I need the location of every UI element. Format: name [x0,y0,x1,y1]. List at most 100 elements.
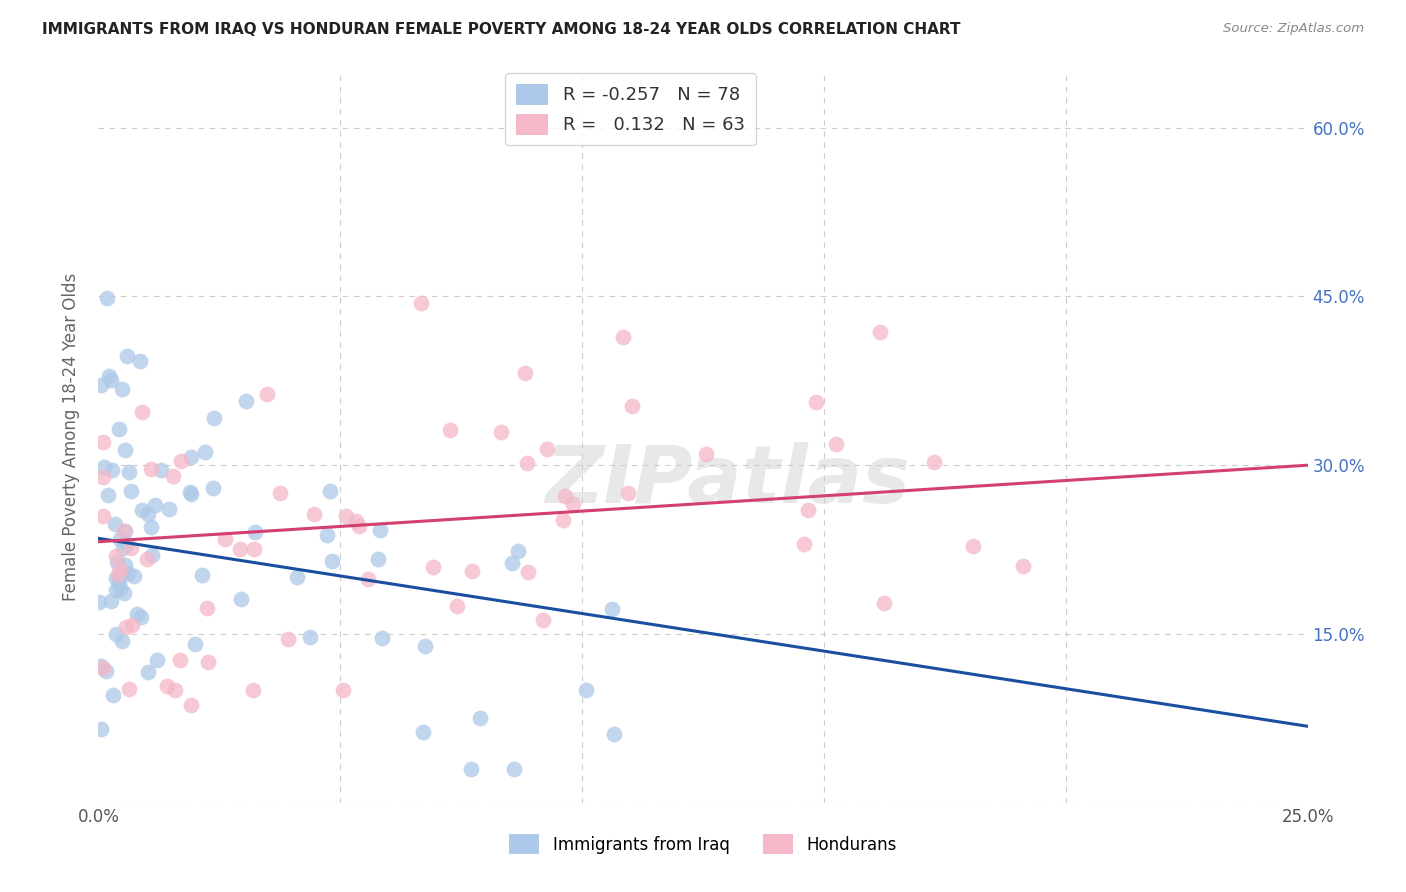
Point [922,455,945,469]
Point [100,594,122,608]
Point [112,585,135,599]
Point [108,562,131,576]
Point [169,653,191,667]
Point [105,626,128,640]
Point [91,434,114,449]
Point [89,595,111,609]
Point [461,564,484,578]
Point [115,349,138,363]
Point [101,688,124,702]
Point [180,698,202,712]
Point [135,552,157,566]
Point [105,555,128,569]
Point [235,394,257,409]
Point [489,425,512,439]
Point [91,509,114,524]
Point [179,485,201,500]
Point [112,524,135,538]
Point [131,502,153,516]
Point [285,570,308,584]
Point [131,405,153,419]
Point [114,442,136,457]
Point [194,445,217,459]
Point [128,354,150,368]
Point [90,722,112,736]
Point [298,630,321,644]
Point [136,507,159,521]
Point [825,437,848,451]
Point [157,502,180,516]
Point [170,454,193,468]
Point [869,325,891,339]
Point [229,592,252,607]
Point [201,481,224,495]
Point [114,524,136,538]
Point [139,462,162,476]
Point [612,330,634,344]
Point [575,683,598,698]
Point [114,558,136,573]
Point [97,488,120,502]
Point [115,620,138,634]
Point [243,525,266,540]
Y-axis label: Female Poverty Among 18-24 Year Olds: Female Poverty Among 18-24 Year Olds [62,273,80,601]
Point [277,632,299,646]
Point [468,710,491,724]
Point [412,724,434,739]
Point [319,483,342,498]
Point [105,571,128,585]
Point [91,470,114,484]
Point [139,520,162,534]
Point [191,568,214,582]
Point [97,369,120,384]
Point [409,295,432,310]
Point [146,653,169,667]
Point [506,543,529,558]
Point [446,599,468,614]
Point [111,633,134,648]
Point [501,556,523,570]
Point [115,537,138,551]
Point [621,399,644,413]
Point [108,533,131,547]
Point [603,727,626,741]
Point [962,539,984,553]
Point [108,422,131,436]
Point [503,762,526,776]
Point [108,581,131,595]
Text: IMMIGRANTS FROM IRAQ VS HONDURAN FEMALE POVERTY AMONG 18-24 YEAR OLDS CORRELATIO: IMMIGRANTS FROM IRAQ VS HONDURAN FEMALE … [42,22,960,37]
Point [127,607,149,621]
Point [111,383,134,397]
Point [413,639,436,653]
Text: ZIPatlas: ZIPatlas [544,442,910,520]
Text: Source: ZipAtlas.com: Source: ZipAtlas.com [1223,22,1364,36]
Point [165,682,187,697]
Point [214,532,236,546]
Point [269,485,291,500]
Point [110,566,132,581]
Point [804,394,827,409]
Point [242,683,264,698]
Point [162,468,184,483]
Point [321,554,343,568]
Point [141,548,163,562]
Point [122,569,145,583]
Point [797,503,820,517]
Point [554,489,576,503]
Point [93,459,115,474]
Point [120,541,142,556]
Point [1011,558,1033,573]
Point [100,463,122,477]
Point [335,508,357,523]
Point [316,528,339,542]
Point [104,517,127,532]
Point [94,665,117,679]
Point [121,618,143,632]
Point [150,462,173,476]
Point [531,613,554,627]
Point [180,450,202,465]
Point [184,637,207,651]
Point [695,447,717,461]
Point [96,291,118,305]
Point [422,560,444,574]
